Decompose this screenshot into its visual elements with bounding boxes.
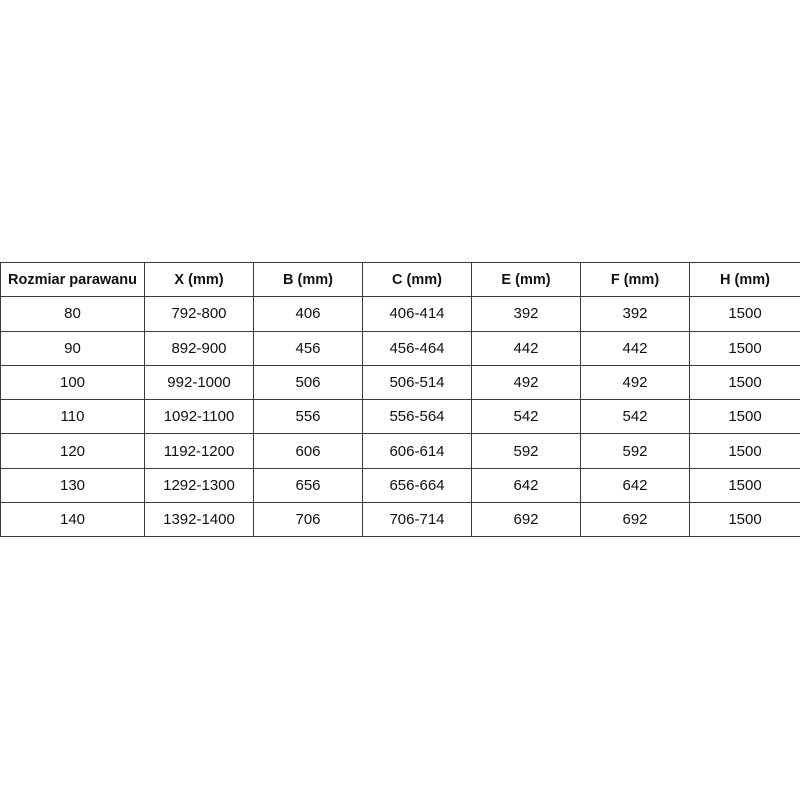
header-row: Rozmiar parawanu X (mm) B (mm) C (mm) E … <box>0 261 800 298</box>
table-cell: 442 <box>471 330 581 366</box>
table-cell: 656-664 <box>362 467 472 504</box>
table-cell: 442 <box>580 330 690 366</box>
table-cell: 1192-1200 <box>144 433 254 469</box>
table-cell: 456-464 <box>362 330 472 366</box>
dimensions-table: Rozmiar parawanu X (mm) B (mm) C (mm) E … <box>0 261 800 538</box>
table-cell: 542 <box>471 399 581 435</box>
table-cell: 556-564 <box>362 399 472 435</box>
table-cell: 1500 <box>689 399 800 435</box>
table-cell: 642 <box>580 467 690 504</box>
table-cell: 100 <box>0 364 145 401</box>
header-cell: X (mm) <box>144 261 254 298</box>
table-cell: 1500 <box>689 433 800 469</box>
table-cell: 90 <box>0 330 145 366</box>
table-cell: 506 <box>253 364 363 401</box>
header-cell: F (mm) <box>580 261 690 298</box>
table-cell: 506-514 <box>362 364 472 401</box>
header-cell: B (mm) <box>253 261 363 298</box>
table-cell: 110 <box>0 399 145 435</box>
table-row: 110 1092-1100 556 556-564 542 542 1500 <box>0 399 800 435</box>
table-cell: 606 <box>253 433 363 469</box>
table-cell: 392 <box>471 296 581 332</box>
table-cell: 120 <box>0 433 145 469</box>
table-cell: 140 <box>0 502 145 538</box>
table-cell: 392 <box>580 296 690 332</box>
table-cell: 606-614 <box>362 433 472 469</box>
table-row: 90 892-900 456 456-464 442 442 1500 <box>0 330 800 366</box>
table-cell: 492 <box>471 364 581 401</box>
table-cell: 1500 <box>689 296 800 332</box>
table-cell: 542 <box>580 399 690 435</box>
table-row: 80 792-800 406 406-414 392 392 1500 <box>0 296 800 332</box>
header-cell: E (mm) <box>471 261 581 298</box>
table-cell: 1500 <box>689 502 800 538</box>
table-cell: 492 <box>580 364 690 401</box>
table-cell: 892-900 <box>144 330 254 366</box>
header-cell: H (mm) <box>689 261 800 298</box>
table-cell: 456 <box>253 330 363 366</box>
table-cell: 1392-1400 <box>144 502 254 538</box>
table-cell: 80 <box>0 296 145 332</box>
table-row: 130 1292-1300 656 656-664 642 642 1500 <box>0 467 800 504</box>
table-cell: 130 <box>0 467 145 504</box>
table-row: 100 992-1000 506 506-514 492 492 1500 <box>0 364 800 401</box>
table-cell: 642 <box>471 467 581 504</box>
table-row: 140 1392-1400 706 706-714 692 692 1500 <box>0 502 800 538</box>
table-cell: 706 <box>253 502 363 538</box>
table-cell: 406-414 <box>362 296 472 332</box>
table-cell: 656 <box>253 467 363 504</box>
table-cell: 556 <box>253 399 363 435</box>
table-cell: 592 <box>471 433 581 469</box>
table-cell: 1292-1300 <box>144 467 254 504</box>
table-cell: 592 <box>580 433 690 469</box>
table-cell: 1092-1100 <box>144 399 254 435</box>
header-cell: C (mm) <box>362 261 472 298</box>
table-cell: 406 <box>253 296 363 332</box>
table-row: 120 1192-1200 606 606-614 592 592 1500 <box>0 433 800 469</box>
table-cell: 1500 <box>689 330 800 366</box>
table-cell: 692 <box>580 502 690 538</box>
header-cell: Rozmiar parawanu <box>0 261 145 298</box>
table-cell: 792-800 <box>144 296 254 332</box>
table-cell: 1500 <box>689 467 800 504</box>
table-cell: 692 <box>471 502 581 538</box>
table-cell: 992-1000 <box>144 364 254 401</box>
table-cell: 706-714 <box>362 502 472 538</box>
table-cell: 1500 <box>689 364 800 401</box>
